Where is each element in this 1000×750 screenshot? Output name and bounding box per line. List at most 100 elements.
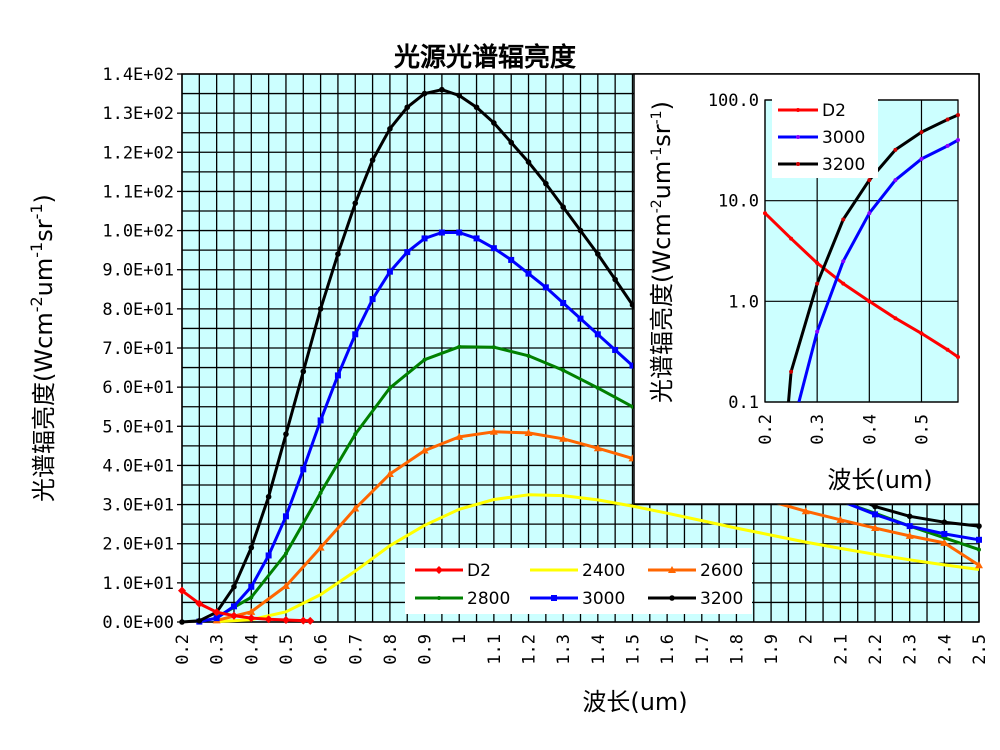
inset-point-D2 — [893, 316, 898, 321]
main-point-3000 — [473, 235, 480, 242]
main-point-2800 — [387, 385, 392, 390]
main-point-3000 — [230, 603, 237, 610]
main-point-2600 — [871, 524, 880, 532]
main-x-tick-label: 0.8 — [381, 634, 401, 665]
y-axis-label-sup3: -1 — [27, 203, 46, 219]
main-point-D2 — [178, 586, 186, 595]
main-point-3000 — [629, 362, 636, 369]
inset-point-3000 — [815, 329, 820, 334]
main-gridlines — [181, 73, 980, 623]
main-x-tick-label: 0.4 — [242, 634, 262, 665]
main-point-2800 — [561, 368, 566, 373]
main-point-3200 — [456, 92, 463, 99]
inset-y-tick-label: 100.0 — [708, 91, 759, 111]
inset-y-axis-label: 光谱辐亮度(Wcm-2um-1sr-1) — [648, 101, 676, 403]
main-y-tick-label: 1.0E+01 — [102, 574, 174, 594]
inset-y-axis-label-sup3: -1 — [649, 110, 665, 124]
y-axis-label-close: ) — [30, 194, 58, 203]
main-point-D2 — [195, 599, 204, 608]
main-point-3000 — [594, 331, 601, 338]
main-x-tick-label: 0.9 — [416, 634, 436, 665]
main-point-3000 — [525, 270, 532, 277]
main-point-2800 — [283, 551, 288, 556]
inset-series-lines — [763, 112, 960, 402]
inset-point-3200 — [815, 281, 820, 286]
main-point-2600 — [385, 470, 394, 478]
main-x-tick-label: 1.6 — [658, 634, 678, 665]
main-series-line-2400 — [216, 493, 980, 624]
main-point-2600 — [420, 446, 429, 454]
main-y-tick-label: 5.0E+01 — [102, 417, 174, 437]
main-x-tick-label: 1.1 — [485, 634, 505, 665]
main-point-3000 — [542, 284, 549, 291]
main-x-tick-label: 0.5 — [277, 634, 297, 665]
main-point-3200 — [335, 251, 341, 257]
main-y-tick-label: 6.0E+01 — [102, 378, 174, 398]
inset-y-tick-labels: 0.1 1.0 10.0 100.0 — [708, 91, 759, 413]
main-point-3000 — [421, 235, 428, 242]
main-x-tick-label: 1.7 — [693, 634, 713, 665]
main-x-tick-label: 2.2 — [866, 634, 886, 665]
y-axis-label-part1: 光谱辐亮度(Wcm — [30, 312, 58, 502]
main-point-2600 — [559, 434, 568, 442]
main-y-tick-label: 1.0E+02 — [102, 222, 174, 242]
main-x-tick-label: 1.3 — [554, 634, 574, 665]
main-x-tick-label: 1.9 — [762, 634, 782, 665]
main-point-D2 — [247, 614, 256, 623]
main-point-2600 — [905, 531, 914, 539]
main-point-3000 — [404, 249, 411, 256]
main-point-3000 — [560, 299, 567, 306]
main-point-3200 — [473, 104, 480, 111]
main-legend-marker-3200 — [669, 595, 675, 601]
main-point-D2 — [264, 615, 273, 624]
main-point-2600 — [940, 538, 949, 546]
main-point-3200 — [508, 139, 514, 146]
main-legend-label-3200: 3200 — [700, 589, 743, 609]
inset-point-D2 — [945, 347, 950, 352]
main-point-3200 — [265, 493, 272, 500]
inset-legend-marker-3000 — [796, 135, 800, 139]
inset-legend-label-3000: 3000 — [822, 128, 865, 148]
main-point-3200 — [525, 159, 532, 165]
inset-point-3000 — [919, 156, 924, 161]
chart-title: 光源光谱辐亮度 — [393, 42, 576, 73]
main-point-3000 — [872, 511, 879, 518]
main-legend-marker-3000 — [551, 595, 557, 601]
inset-point-D2 — [841, 281, 846, 286]
inset-point-3200 — [893, 147, 898, 152]
inset-x-tick-labels: 0.2 0.3 0.4 0.5 — [756, 414, 932, 445]
main-point-2600 — [801, 507, 810, 515]
inset-legend-label-D2: D2 — [822, 101, 846, 121]
main-x-tick-label: 2.5 — [970, 634, 990, 665]
main-legend-marker-2800 — [437, 596, 441, 600]
main-point-3200 — [612, 276, 618, 283]
main-point-3000 — [456, 229, 463, 236]
inset-x-axis-label: 波长(um) — [827, 466, 932, 494]
main-point-3200 — [248, 544, 255, 551]
inset-x-tick-label: 0.4 — [860, 414, 880, 445]
main-point-2800 — [526, 353, 531, 358]
main-x-tick-label: 0.3 — [208, 634, 228, 665]
main-point-3000 — [941, 530, 948, 537]
main-x-tick-label: 2.3 — [901, 634, 921, 665]
inset-y-axis-label-part2: um — [648, 161, 676, 200]
main-y-tick-label: 3.0E+01 — [102, 496, 174, 516]
main-point-3000 — [612, 346, 619, 353]
main-point-3000 — [282, 513, 289, 520]
main-point-2600 — [489, 427, 498, 435]
main-point-3200 — [491, 120, 497, 126]
inset-point-D2 — [815, 261, 820, 266]
main-point-3200 — [196, 618, 203, 624]
main-point-2600 — [316, 543, 325, 551]
main-point-3000 — [976, 536, 982, 543]
inset-series-line-3000 — [797, 138, 958, 402]
main-y-tick-label: 1.1E+02 — [102, 182, 174, 202]
main-point-2600 — [247, 607, 256, 615]
inset-point-3200 — [867, 178, 872, 183]
main-point-2600 — [836, 515, 845, 523]
main-x-tick-label: 2.1 — [831, 634, 851, 665]
inset-point-3000 — [841, 259, 846, 264]
main-point-3200 — [300, 368, 307, 375]
